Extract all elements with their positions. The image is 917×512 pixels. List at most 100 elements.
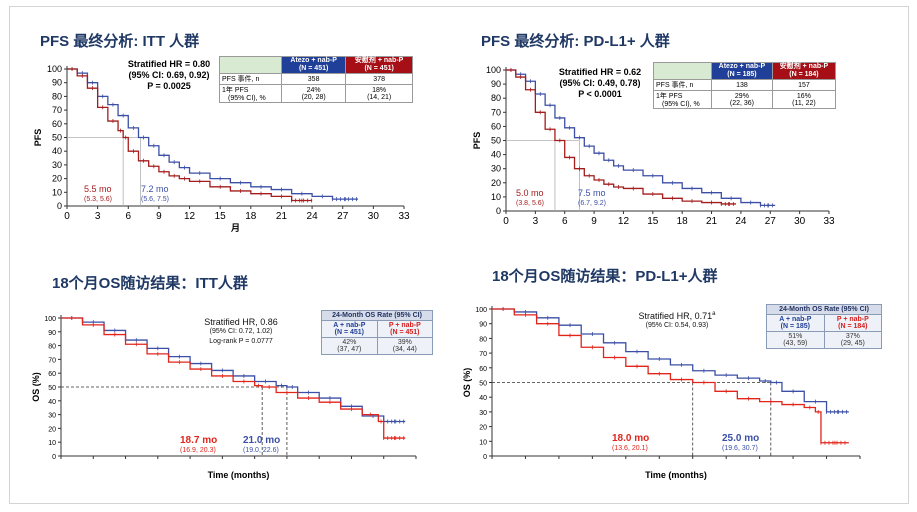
table-header-placebo: P + nab-P (N = 184) [823,314,883,332]
x-tick-label: 21 [276,211,288,222]
y-tick-label: 50 [479,381,487,388]
median-label-atezo: 21.0 mo [243,435,280,446]
x-tick-label: 24 [307,211,319,222]
pfs-pdl1-p: P < 0.0001 [578,89,622,99]
x-tick-label: 18 [245,211,257,222]
y-tick-label: 60 [479,366,487,373]
x-axis-label: Time (months) [645,470,707,480]
os-pdl1-stats: Stratified HR, 0.71a (95% CI: 0.54, 0.93… [622,309,732,331]
table-cell: 18% (14, 21) [345,84,413,103]
pfs-itt-stats: Stratified HR = 0.80 (95% CI: 0.69, 0.92… [108,59,230,92]
x-axis-label: 月 [230,223,240,233]
x-tick-label: 30 [794,216,806,227]
y-axis-label: PFS [472,132,482,150]
pfs-pdl1-ci: (95% CI: 0.49, 0.78) [559,78,641,88]
y-tick-label: 90 [491,79,501,89]
table-cell: 37% (29, 45) [823,331,883,349]
y-tick-label: 100 [486,65,501,75]
table-cell: 16% (11, 22) [771,90,837,109]
table-header-atezo: A + nab-P (N = 451) [321,320,378,338]
median-ci-placebo: (3.8, 5.6) [516,200,544,207]
y-tick-label: 80 [48,344,56,351]
y-tick-label: 20 [479,425,487,432]
table-header-atezo: Atezo + nab-P (N = 451) [280,56,347,74]
x-axis-label: Time (months) [208,470,270,480]
y-tick-label: 50 [52,133,62,143]
median-label-atezo: 7.5 mo [578,188,606,198]
x-tick-label: 9 [591,216,597,227]
y-tick-label: 40 [479,395,487,402]
table-row-label: 1年 PFS (95% CI), % [219,84,282,103]
table-header-atezo: A + nab-P (N = 185) [766,314,825,332]
y-tick-label: 60 [52,119,62,129]
pfs-pdl1-table: Atezo + nab-P (N = 185) 安慰剂 + nab-P (N = 1… [653,62,837,109]
y-tick-label: 80 [491,93,501,103]
median-ci-placebo: (16.9, 20.3) [180,447,216,454]
y-tick-label: 20 [48,426,56,433]
median-ci-atezo: (19.6, 30.7) [722,445,758,452]
y-tick-label: 40 [52,146,62,156]
os-itt-table: 24-Month OS Rate (95% CI) A + nab-P (N = … [321,310,434,355]
median-ci-placebo: (5.3, 5.6) [84,196,112,203]
x-tick-label: 30 [368,211,380,222]
y-axis-label: OS (%) [31,372,41,402]
table-cell: 39% (34, 44) [376,337,434,355]
x-tick-label: 6 [125,211,131,222]
x-tick-label: 0 [64,211,70,222]
x-tick-label: 21 [706,216,718,227]
median-label-placebo: 5.0 mo [516,188,544,198]
table-header-placebo: 安慰剂 + nab-P (N = 451) [345,56,413,74]
os-pdl1-ci: (95% CI: 0.54, 0.93) [645,322,709,329]
x-tick-label: 15 [647,216,659,227]
pfs-pdl1-hr: Stratified HR = 0.62 [558,67,642,77]
pfs-itt-hr: Stratified HR = 0.80 [127,59,211,69]
median-label-placebo: 18.0 mo [612,433,649,444]
x-tick-label: 27 [337,211,349,222]
x-tick-label: 27 [765,216,777,227]
x-tick-label: 0 [503,216,509,227]
km-curve-placebo [506,69,737,205]
median-ci-atezo: (5.6, 7.5) [141,196,169,203]
y-tick-label: 70 [491,107,501,117]
x-tick-label: 9 [156,211,162,222]
table-cell: 51% (43, 59) [766,331,825,349]
y-tick-label: 60 [491,121,501,131]
y-tick-label: 50 [48,385,56,392]
y-tick-label: 100 [44,316,56,323]
y-tick-label: 90 [479,322,487,329]
y-tick-label: 10 [479,439,487,446]
median-ci-atezo: (19.0, 22.6) [243,447,279,454]
x-tick-label: 3 [533,216,539,227]
os-pdl1-hr: Stratified HR, 0.71a [638,311,716,321]
pfs-itt-title: PFS 最终分析: ITT 人群 [40,33,200,50]
pfs-itt-table: Atezo + nab-P (N = 451) 安慰剂 + nab-P (N = 4… [219,56,413,103]
table-row-label: 1年 PFS (95% CI), % [653,90,712,109]
y-tick-label: 10 [52,187,62,197]
y-axis-label: OS (%) [462,368,472,398]
y-tick-label: 50 [491,136,501,146]
median-label-atezo: 25.0 mo [722,433,759,444]
pfs-itt-ci: (95% CI: 0.69, 0.92) [128,70,210,80]
x-tick-label: 15 [215,211,227,222]
y-tick-label: 30 [52,160,62,170]
table-cell: 24% (20, 28) [280,84,347,103]
y-tick-label: 0 [496,206,501,216]
y-tick-label: 20 [491,178,501,188]
y-tick-label: 40 [48,399,56,406]
y-tick-label: 20 [52,174,62,184]
y-tick-label: 0 [57,201,62,211]
x-tick-label: 3 [95,211,101,222]
os-pdl1-table: 24-Month OS Rate (95% CI) A + nab-P (N = … [766,304,883,349]
os-pdl1-title: 18个月OS随访结果：PD-L1+人群 [492,268,718,285]
os-itt-stats: Stratified HR, 0.86 (95% CI: 0.72, 1.02)… [186,317,296,347]
km-curve-placebo [492,308,849,444]
median-label-atezo: 7.2 mo [141,184,169,194]
x-tick-label: 18 [677,216,689,227]
x-tick-label: 24 [735,216,747,227]
y-axis-label: PFS [33,129,43,147]
y-tick-label: 90 [52,78,62,88]
y-tick-label: 100 [475,307,487,314]
